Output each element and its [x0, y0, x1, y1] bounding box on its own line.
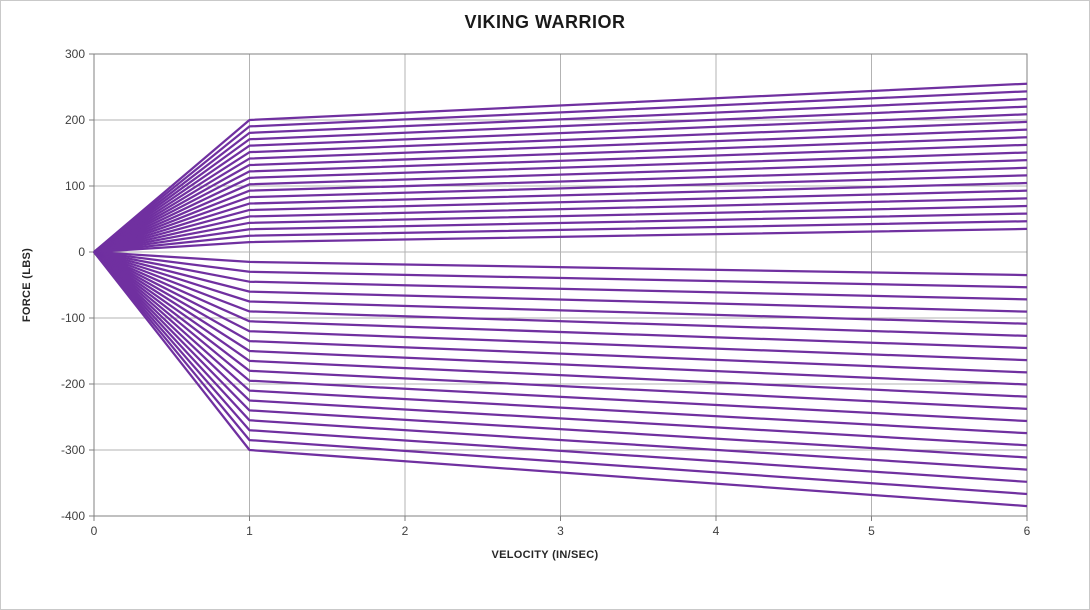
force-velocity-line-negative-06 [93, 250, 1028, 338]
force-velocity-line-negative-07 [93, 250, 1028, 350]
force-velocity-line-positive-09 [93, 143, 1028, 253]
x-tick-label: 6 [1024, 524, 1031, 538]
force-velocity-line-negative-16 [93, 251, 1028, 459]
x-axis-label: VELOCITY (IN/SEC) [491, 549, 599, 561]
force-velocity-line-negative-05 [93, 250, 1028, 325]
y-tick-label: -100 [61, 311, 85, 325]
force-velocity-line-positive-04 [93, 105, 1028, 253]
x-tick-label: 1 [246, 524, 253, 538]
force-velocity-line-negative-13 [93, 251, 1028, 423]
force-velocity-line-negative-04 [93, 250, 1028, 313]
force-velocity-line-negative-08 [93, 250, 1028, 362]
force-velocity-line-positive-17 [93, 204, 1028, 254]
force-velocity-line-negative-01 [93, 250, 1028, 277]
force-velocity-line-positive-14 [93, 181, 1028, 254]
force-velocity-line-negative-20 [93, 251, 1028, 508]
force-velocity-line-negative-15 [93, 251, 1028, 447]
force-velocity-line-positive-18 [93, 212, 1028, 254]
x-tick-label: 0 [91, 524, 98, 538]
force-velocity-line-positive-10 [93, 151, 1028, 254]
force-velocity-line-positive-13 [93, 174, 1028, 254]
force-velocity-line-positive-12 [93, 166, 1028, 254]
x-tick-label: 2 [402, 524, 409, 538]
y-axis-label: FORCE (LBS) [21, 247, 33, 323]
force-velocity-line-negative-11 [93, 251, 1028, 398]
y-tick-label: -400 [61, 509, 85, 523]
force-velocity-line-positive-20 [93, 227, 1028, 254]
y-tick-label: 300 [65, 47, 85, 61]
force-velocity-line-negative-10 [93, 251, 1028, 386]
y-tick-label: 200 [65, 113, 85, 127]
force-velocity-line-negative-17 [93, 251, 1028, 471]
y-tick-label: -300 [61, 443, 85, 457]
force-velocity-line-positive-16 [93, 197, 1028, 254]
force-velocity-line-positive-05 [93, 113, 1028, 253]
plot-border [93, 53, 1028, 517]
chart-title: VIKING WARRIOR [464, 12, 626, 32]
y-tick-label: -200 [61, 377, 85, 391]
force-velocity-line-positive-02 [93, 90, 1028, 253]
x-tick-label: 3 [557, 524, 564, 538]
force-velocity-line-negative-18 [93, 251, 1028, 483]
force-velocity-line-positive-19 [93, 220, 1028, 254]
x-tick-label: 5 [868, 524, 875, 538]
force-velocity-line-positive-11 [93, 159, 1028, 254]
force-velocity-line-positive-06 [93, 120, 1028, 253]
force-velocity-line-positive-08 [93, 136, 1028, 253]
force-velocity-line-negative-19 [93, 251, 1028, 496]
force-velocity-line-positive-15 [93, 189, 1028, 254]
force-velocity-line-negative-09 [93, 251, 1028, 374]
force-velocity-line-negative-02 [93, 250, 1028, 289]
force-velocity-line-positive-01 [93, 82, 1028, 253]
y-tick-label: 0 [78, 245, 85, 259]
force-velocity-line-positive-07 [93, 128, 1028, 253]
force-velocity-line-negative-12 [93, 251, 1028, 410]
y-tick-label: 100 [65, 179, 85, 193]
force-velocity-line-negative-03 [93, 250, 1028, 301]
x-tick-label: 4 [713, 524, 720, 538]
force-velocity-line-positive-03 [93, 97, 1028, 253]
force-velocity-line-negative-14 [93, 251, 1028, 435]
